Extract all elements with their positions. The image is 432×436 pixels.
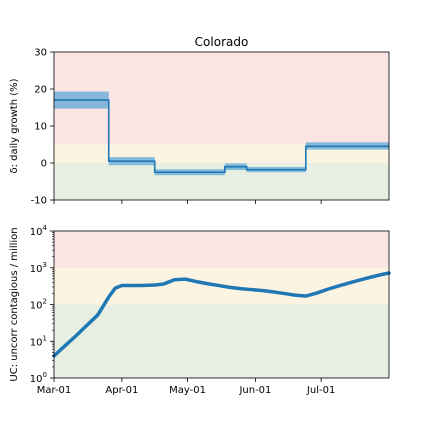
- bottom-y-tick-label: 104: [30, 224, 48, 238]
- bottom-y-tick-label: 100: [30, 371, 47, 385]
- growth-step-line: [54, 99, 389, 174]
- chart-title: Colorado: [195, 35, 249, 49]
- bottom-band-2: [54, 231, 389, 268]
- bottom-y-axis-label: UC: uncorr contagious / million: [9, 227, 20, 381]
- top-band-0: [54, 163, 389, 200]
- bottom-y-tick-label: 103: [30, 261, 47, 275]
- top-y-tick-label: 20: [34, 85, 47, 96]
- bottom-y-tick-label: 101: [30, 334, 47, 348]
- bottom-y-tick-label: 102: [30, 298, 47, 312]
- top-y-axis-label: δ: daily growth (%): [9, 78, 20, 173]
- top-y-tick-label: 0: [41, 159, 47, 170]
- x-tick-label: May-01: [169, 385, 206, 396]
- bottom-band-0: [54, 304, 389, 378]
- x-tick-label: Jun-01: [238, 385, 271, 396]
- top-y-tick-label: 30: [34, 48, 47, 59]
- top-panel: -10 0 10 20 30 Colorado δ: daily growth (%): [9, 35, 390, 207]
- top-y-tick-label: 10: [34, 122, 47, 133]
- x-tick-label: Jul-01: [306, 385, 335, 396]
- contagious-curve: [52, 271, 391, 358]
- x-tick-label: Apr-01: [105, 385, 138, 396]
- x-tick-label: Mar-01: [37, 385, 72, 396]
- bottom-panel: 100 101 102 103 104 Mar-01 Apr-01 May-01 Jun-01…: [9, 224, 391, 396]
- top-y-tick-label: -10: [31, 196, 47, 207]
- top-band-2: [54, 52, 389, 145]
